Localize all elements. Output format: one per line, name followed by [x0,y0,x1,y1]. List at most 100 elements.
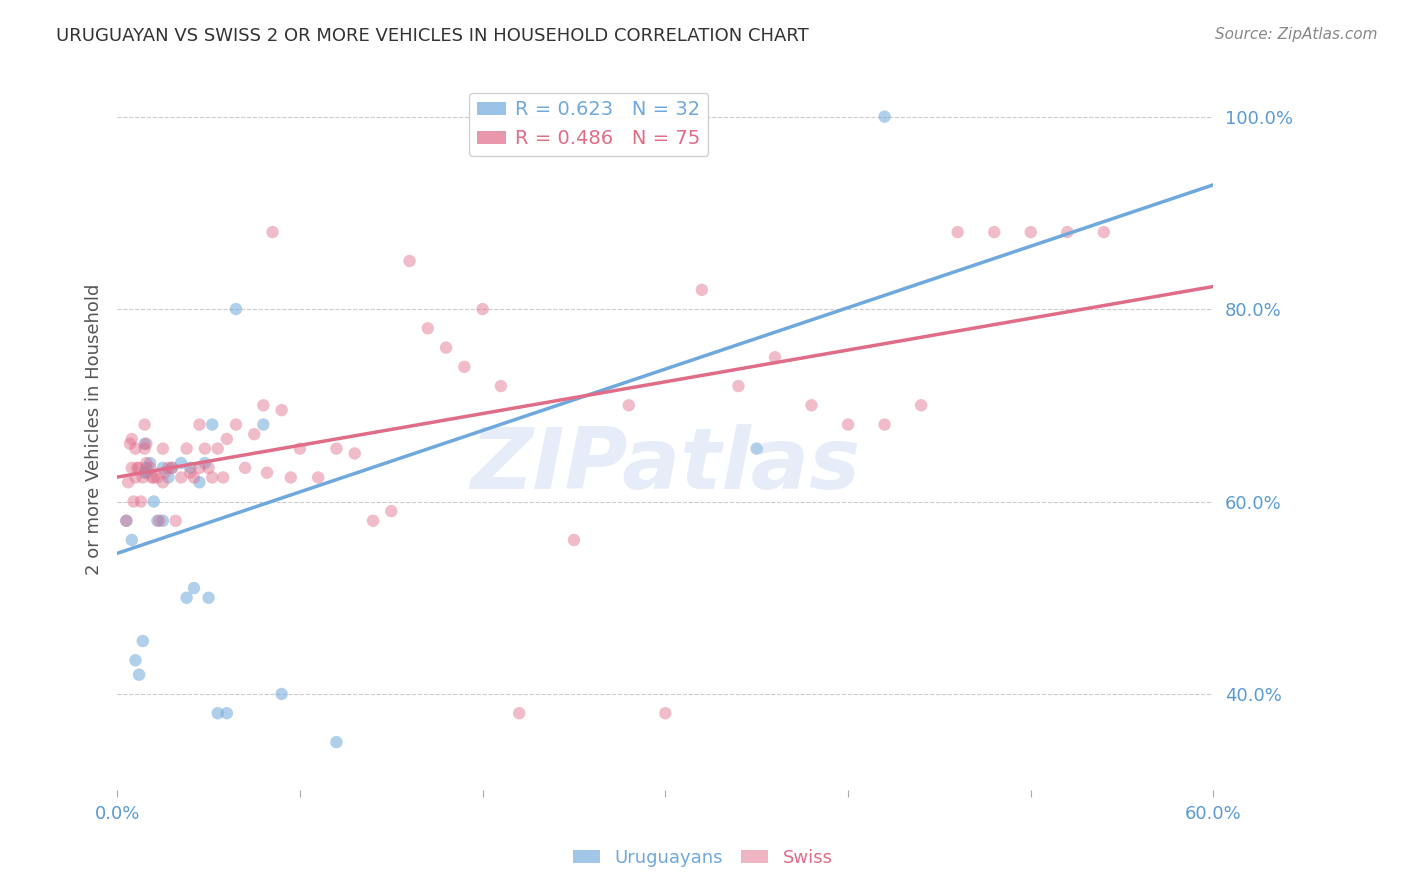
Point [122,494,145,508]
Text: ZIPatlas: ZIPatlas [470,424,860,507]
Point [152,460,174,475]
Point [170,470,193,484]
Point [416,321,439,335]
Point [146,470,169,484]
Point [176,591,198,605]
Point [160,460,183,475]
Point [188,475,211,490]
Point [197,460,219,475]
Point [179,460,201,475]
Point [280,470,302,484]
Point [132,470,155,484]
Point [307,470,329,484]
Point [434,341,457,355]
Point [983,225,1005,239]
Point [380,504,402,518]
Point [157,470,180,484]
Text: Source: ZipAtlas.com: Source: ZipAtlas.com [1215,27,1378,42]
Point [800,398,823,412]
Point [124,470,146,484]
Point [343,446,366,460]
Point [170,456,193,470]
Point [256,466,278,480]
Point [135,460,157,475]
Point [183,470,205,484]
Point [361,514,384,528]
Point [127,460,149,475]
Point [157,460,180,475]
Point [134,466,156,480]
Point [188,460,211,475]
Point [837,417,859,432]
Point [745,442,768,456]
Point [135,456,157,470]
Point [690,283,713,297]
Point [207,706,229,721]
Point [134,417,156,432]
Point [148,514,170,528]
Point [194,442,217,456]
Point [873,417,896,432]
Y-axis label: 2 or more Vehicles in Household: 2 or more Vehicles in Household [86,284,103,575]
Point [179,466,201,480]
Point [188,417,211,432]
Point [946,225,969,239]
Point [243,427,266,442]
Point [252,417,274,432]
Point [453,359,475,374]
Legend: R = 0.623   N = 32, R = 0.486   N = 75: R = 0.623 N = 32, R = 0.486 N = 75 [468,93,709,156]
Point [139,456,162,470]
Point [132,634,155,648]
Point [201,470,224,484]
Point [153,466,176,480]
Point [146,514,169,528]
Point [262,225,284,239]
Point [508,706,530,721]
Point [617,398,640,412]
Point [152,514,174,528]
Point [115,514,138,528]
Point [142,494,165,508]
Legend: Uruguayans, Swiss: Uruguayans, Swiss [567,842,839,874]
Point [270,687,292,701]
Point [225,302,247,317]
Point [207,442,229,456]
Point [152,475,174,490]
Point [142,470,165,484]
Point [763,350,786,364]
Point [134,437,156,451]
Point [727,379,749,393]
Point [197,591,219,605]
Point [215,432,238,446]
Point [135,437,157,451]
Point [160,460,183,475]
Point [562,533,585,547]
Point [128,667,150,681]
Point [873,110,896,124]
Point [1056,225,1078,239]
Point [165,514,187,528]
Point [129,494,152,508]
Point [225,417,247,432]
Text: URUGUAYAN VS SWISS 2 OR MORE VEHICLES IN HOUSEHOLD CORRELATION CHART: URUGUAYAN VS SWISS 2 OR MORE VEHICLES IN… [56,27,808,45]
Point [325,442,347,456]
Point [121,460,143,475]
Point [118,437,141,451]
Point [124,653,146,667]
Point [121,432,143,446]
Point [398,254,420,268]
Point [121,533,143,547]
Point [252,398,274,412]
Point [215,706,238,721]
Point [1092,225,1115,239]
Point [135,466,157,480]
Point [1019,225,1042,239]
Point [270,403,292,417]
Point [489,379,512,393]
Point [654,706,676,721]
Point [117,475,139,490]
Point [115,514,138,528]
Point [233,460,256,475]
Point [325,735,347,749]
Point [194,456,217,470]
